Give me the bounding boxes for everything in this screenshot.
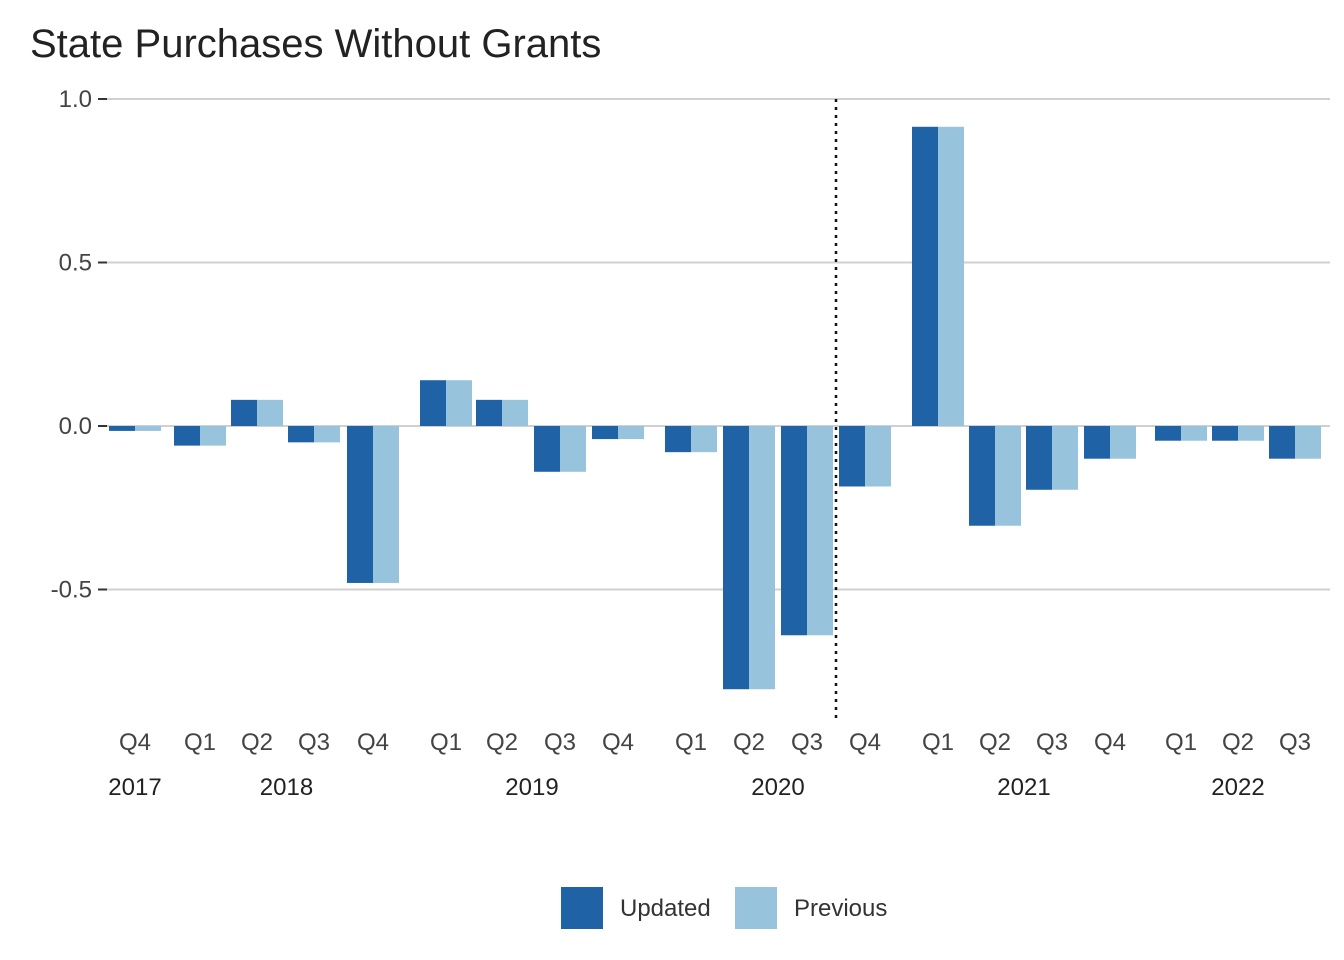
- x-tick-label: Q4: [119, 729, 151, 756]
- bar-updated-8: [592, 426, 618, 440]
- bar-previous-13: [938, 126, 964, 427]
- bar-updated-3: [288, 426, 314, 443]
- bar-updated-14: [969, 426, 995, 526]
- bar-updated-5: [420, 380, 446, 426]
- bar-updated-6: [476, 399, 502, 426]
- x-tick-label: Q3: [298, 729, 330, 756]
- x-year-label: 2017: [108, 774, 161, 801]
- x-tick-label: Q1: [922, 729, 954, 756]
- x-tick-label: Q4: [602, 729, 634, 756]
- bar-updated-18: [1212, 426, 1238, 441]
- bar-updated-16: [1084, 426, 1110, 459]
- bar-previous-6: [502, 399, 528, 426]
- y-tick-label: 0.0: [59, 413, 92, 440]
- bar-updated-0: [109, 426, 135, 431]
- legend-swatch-previous: [735, 887, 777, 929]
- bar-updated-1: [174, 426, 200, 446]
- bar-previous-19: [1295, 426, 1321, 459]
- legend-label-previous: Previous: [794, 895, 887, 922]
- bar-previous-10: [749, 426, 775, 690]
- x-year-label: 2022: [1211, 774, 1264, 801]
- x-tick-label: Q1: [1165, 729, 1197, 756]
- bar-updated-15: [1026, 426, 1052, 490]
- bar-updated-7: [534, 426, 560, 472]
- x-tick-label: Q3: [1279, 729, 1311, 756]
- bar-previous-1: [200, 426, 226, 446]
- bar-previous-2: [257, 399, 283, 426]
- y-tick-label: 0.5: [59, 250, 92, 277]
- gridlines: [107, 98, 1330, 591]
- x-tick-label: Q3: [544, 729, 576, 756]
- x-year-label: 2019: [505, 774, 558, 801]
- bar-previous-4: [373, 426, 399, 583]
- bar-updated-2: [231, 399, 257, 426]
- bar-previous-11: [807, 426, 833, 636]
- bar-previous-9: [691, 426, 717, 453]
- x-year-label: 2018: [260, 774, 313, 801]
- x-tick-label: Q1: [675, 729, 707, 756]
- bar-previous-14: [995, 426, 1021, 526]
- bar-updated-19: [1269, 426, 1295, 459]
- x-tick-label: Q3: [1036, 729, 1068, 756]
- x-year-label: 2020: [751, 774, 804, 801]
- x-tick-label: Q4: [357, 729, 389, 756]
- bar-previous-3: [314, 426, 340, 443]
- bar-previous-12: [865, 426, 891, 487]
- x-tick-label: Q3: [791, 729, 823, 756]
- bar-previous-18: [1238, 426, 1264, 441]
- x-tick-label: Q2: [486, 729, 518, 756]
- bar-updated-13: [912, 126, 938, 427]
- bar-previous-8: [618, 426, 644, 440]
- x-tick-label: Q2: [733, 729, 765, 756]
- bar-updated-11: [781, 426, 807, 636]
- x-tick-label: Q4: [849, 729, 881, 756]
- y-tick-label: 1.0: [59, 86, 92, 113]
- x-tick-label: Q2: [979, 729, 1011, 756]
- x-axis: Q4 Q1 Q2 Q3 Q4 Q1 Q2 Q3 Q4 Q1 Q2 Q3 Q4 Q1 Q2 Q3 Q4 Q1 Q2 Q3…: [108, 729, 1311, 801]
- bar-updated-10: [723, 426, 749, 690]
- legend: Updated Previous: [561, 887, 887, 929]
- bar-previous-17: [1181, 426, 1207, 441]
- bar-previous-7: [560, 426, 586, 472]
- x-tick-label: Q2: [1222, 729, 1254, 756]
- y-tick-label: -0.5: [51, 577, 92, 604]
- bar-previous-5: [446, 380, 472, 426]
- bar-updated-12: [839, 426, 865, 487]
- x-tick-label: Q2: [241, 729, 273, 756]
- legend-label-updated: Updated: [620, 895, 711, 922]
- x-tick-label: Q1: [184, 729, 216, 756]
- x-tick-label: Q1: [430, 729, 462, 756]
- bar-updated-9: [665, 426, 691, 453]
- bar-previous-16: [1110, 426, 1136, 459]
- legend-swatch-updated: [561, 887, 603, 929]
- bars: [109, 126, 1321, 690]
- x-tick-label: Q4: [1094, 729, 1126, 756]
- y-axis: 1.0 0.5 0.0 -0.5: [51, 86, 107, 604]
- x-year-label: 2021: [997, 774, 1050, 801]
- chart-title: State Purchases Without Grants: [30, 22, 602, 66]
- bar-updated-4: [347, 426, 373, 583]
- bar-previous-0: [135, 426, 161, 431]
- bar-previous-15: [1052, 426, 1078, 490]
- bar-updated-17: [1155, 426, 1181, 441]
